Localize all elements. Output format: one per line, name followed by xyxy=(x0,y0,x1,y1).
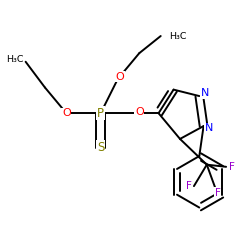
Text: O: O xyxy=(116,72,124,82)
Text: N: N xyxy=(205,123,213,133)
Text: S: S xyxy=(97,141,104,154)
Text: F: F xyxy=(214,188,220,198)
Text: F: F xyxy=(186,181,192,191)
Text: H₃C: H₃C xyxy=(6,55,24,64)
Text: O: O xyxy=(62,108,71,118)
Text: P: P xyxy=(97,107,104,120)
Text: O: O xyxy=(135,107,144,117)
Text: H₃C: H₃C xyxy=(169,32,187,40)
Text: F: F xyxy=(228,162,234,172)
Text: N: N xyxy=(200,88,209,98)
